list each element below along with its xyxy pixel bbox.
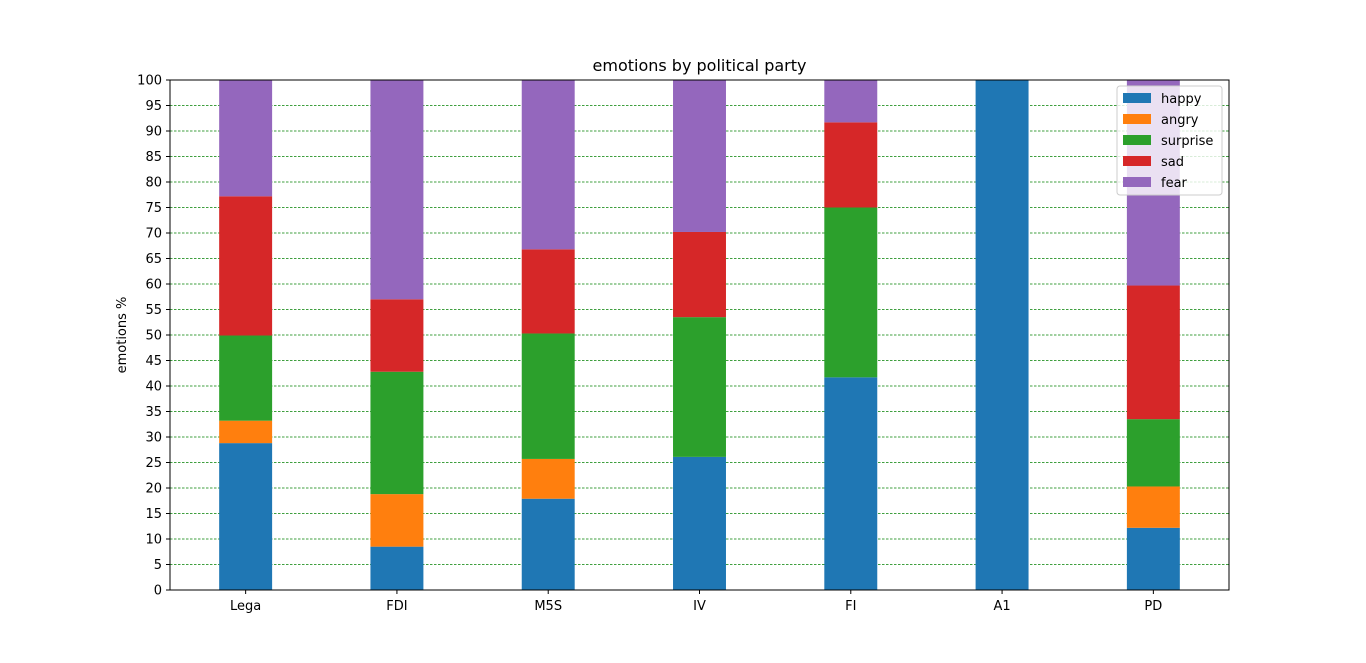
bar-segment-sad xyxy=(521,249,575,334)
x-tick-label: Lega xyxy=(230,599,261,614)
bar-segment-fear xyxy=(370,80,424,300)
y-tick-label: 5 xyxy=(154,558,162,573)
x-tick-label: PD xyxy=(1144,599,1162,614)
y-tick-label: 65 xyxy=(145,252,162,267)
bar-segment-happy xyxy=(975,80,1029,590)
bar-segment-happy xyxy=(521,498,575,590)
y-tick-label: 60 xyxy=(145,278,162,293)
bar-segment-angry xyxy=(219,420,273,444)
x-tick-label: A1 xyxy=(993,599,1010,614)
bar-segment-sad xyxy=(824,122,878,208)
x-tick-label: M5S xyxy=(534,599,562,614)
y-tick-label: 25 xyxy=(145,456,162,471)
bar-segment-happy xyxy=(673,456,726,590)
y-tick-label: 50 xyxy=(145,329,162,344)
legend-label-fear: fear xyxy=(1161,176,1188,191)
y-tick-label: 70 xyxy=(145,227,162,242)
bar-segment-happy xyxy=(370,546,424,590)
y-tick-label: 85 xyxy=(145,150,162,165)
y-tick-label: 75 xyxy=(145,201,162,216)
legend-swatch-surprise xyxy=(1123,135,1151,145)
x-tick-label: FDI xyxy=(386,599,407,614)
y-tick-label: 35 xyxy=(145,405,162,420)
bar-segment-angry xyxy=(521,458,575,499)
y-tick-label: 45 xyxy=(145,354,162,369)
y-tick-label: 15 xyxy=(145,507,162,522)
legend: happy angry surprise sad fear xyxy=(1116,85,1223,196)
y-tick-label: 95 xyxy=(145,99,162,114)
legend-swatch-sad xyxy=(1123,156,1151,166)
y-tick-label: 10 xyxy=(145,533,162,548)
y-tick-label: 90 xyxy=(145,125,162,140)
bar-segment-sad xyxy=(1126,285,1180,420)
bar-segment-fear xyxy=(824,80,878,123)
bar-segment-happy xyxy=(219,443,273,590)
bar-segment-surprise xyxy=(673,317,726,457)
bar-segment-sad xyxy=(219,196,273,336)
bar-segment-fear xyxy=(219,80,273,197)
y-axis-label: emotions % xyxy=(115,297,130,374)
legend-swatch-happy xyxy=(1123,93,1151,103)
bar-segment-surprise xyxy=(824,207,878,378)
legend-swatch-fear xyxy=(1123,177,1151,187)
legend-label-angry: angry xyxy=(1161,113,1199,128)
x-tick-label: FI xyxy=(845,599,856,614)
legend-swatch-angry xyxy=(1123,114,1151,124)
plot-frame xyxy=(169,79,1230,591)
y-tick-label: 100 xyxy=(137,74,162,89)
bar-segment-angry xyxy=(1126,486,1180,528)
bar-segment-surprise xyxy=(1126,419,1180,487)
bar-segment-happy xyxy=(1126,527,1180,590)
chart-title: emotions by political party xyxy=(593,56,807,75)
bar-segment-sad xyxy=(673,231,726,318)
legend-label-surprise: surprise xyxy=(1161,134,1213,149)
y-tick-label: 40 xyxy=(145,380,162,395)
legend-box xyxy=(1116,85,1223,196)
bar-segment-surprise xyxy=(521,333,575,459)
y-tick-label: 80 xyxy=(145,176,162,191)
y-tick-label: 55 xyxy=(145,303,162,318)
legend-label-happy: happy xyxy=(1161,92,1202,107)
y-tick-label: 20 xyxy=(145,482,162,497)
bar-segment-surprise xyxy=(219,335,273,421)
bar-segment-happy xyxy=(824,377,878,590)
y-tick-label: 0 xyxy=(154,584,162,599)
bar-segment-fear xyxy=(673,80,726,232)
legend-label-sad: sad xyxy=(1161,155,1184,170)
x-axis-ticks: Lega FDI M5S IV FI A1 PD xyxy=(230,590,1162,614)
bar-segment-sad xyxy=(370,299,424,372)
y-tick-label: 30 xyxy=(145,431,162,446)
bar-segment-surprise xyxy=(370,371,424,495)
bar-segment-fear xyxy=(521,80,575,250)
bar-segment-angry xyxy=(370,494,424,547)
x-tick-label: IV xyxy=(693,599,706,614)
y-axis-ticks: 0 5 10 15 20 25 30 35 40 45 50 55 60 65 70 75 80 85 90 95 10… xyxy=(137,74,170,599)
